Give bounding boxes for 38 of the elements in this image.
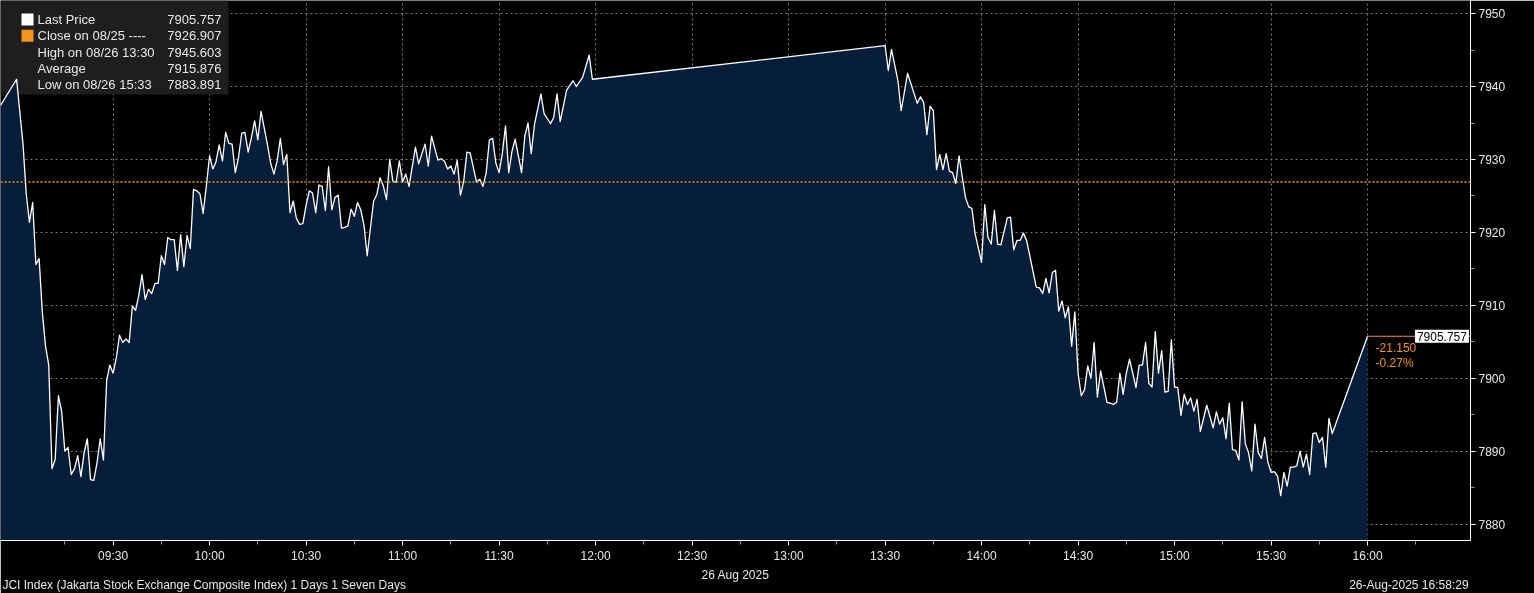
annotation: 7905.757 [167,12,222,27]
text: 26-Aug-2025 16:58:29 [1349,577,1469,592]
x-tick-label: 11:00 [388,548,418,563]
x-tick-label: 13:00 [773,548,804,563]
x-tick-label: 10:30 [291,548,322,563]
x-tick-label: 15:00 [1159,548,1190,563]
x-tick-label: 12:00 [580,548,611,563]
x-tick-label: 14:30 [1063,548,1094,563]
y-tick-label: 7890 [1478,444,1506,459]
annotation: 7945.603 [167,44,222,60]
y-tick-label: 7940 [1478,80,1506,95]
legend-label: Close on 08/25 ---- [37,28,146,44]
legend-label: Last Price [37,12,96,27]
y-tick-label: 7920 [1478,225,1506,240]
annotation: -0.27% [1375,356,1414,371]
y-tick-label: 7900 [1478,371,1506,386]
text: JCI Index (Jakarta Stock Exchange Composite Index) 1 Days 1 Seven Days [2,577,406,592]
annotation: 7926.907 [167,28,222,44]
annotation: Low on 08/26 15:33 [37,77,152,93]
x-tick-label: 11:30 [484,548,514,563]
annotation: High on 08/26 13:30 [37,44,155,60]
annotation: Average [37,60,86,76]
x-tick-label: 16:00 [1352,548,1383,563]
annotation: 7915.876 [167,60,222,76]
y-tick-label: 7950 [1478,7,1506,22]
y-tick-label: 7930 [1478,152,1506,167]
y-tick-label: 7880 [1478,517,1506,532]
annotation: 7905.757 [1416,329,1468,344]
annotation: 7883.891 [167,77,222,93]
x-tick-label: 14:00 [966,548,997,563]
x-tick-label: 15:30 [1256,548,1287,563]
annotation: -21.150 [1375,340,1417,355]
x-axis-title: 26 Aug 2025 [701,567,770,582]
x-tick-label: 10:00 [194,548,225,563]
y-tick-label: 7910 [1478,298,1506,313]
x-tick-label: 13:30 [870,548,901,563]
x-tick-label: 12:30 [677,548,708,563]
x-tick-label: 09:30 [98,548,129,563]
